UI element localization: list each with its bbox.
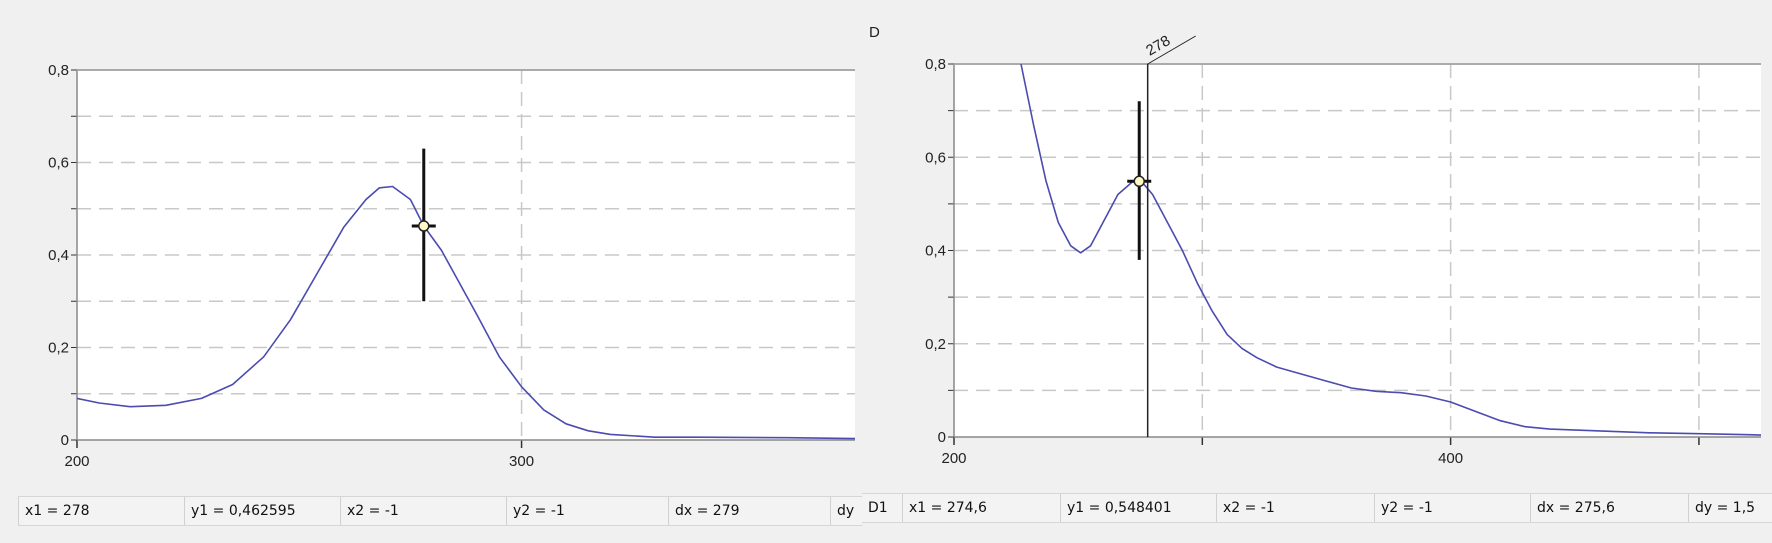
panel-label: D (869, 24, 880, 41)
status-x2: x2 = -1 (1216, 494, 1373, 522)
x-tick-label: 200 (64, 453, 89, 470)
status-y1: y1 = 0,462595 (184, 497, 341, 525)
status-x1: x1 = 278 (18, 497, 185, 525)
cursor-point-marker (1133, 175, 1145, 188)
status-dx: dx = 275,6 (1530, 494, 1687, 522)
status-dy: dy (830, 497, 877, 525)
x-tick-label: 400 (1438, 450, 1463, 467)
spectrum-curve (77, 185, 855, 440)
status-dx: dx = 279 (668, 497, 830, 525)
status-dy: dy = 1,5 (1688, 494, 1772, 522)
status-y2: y2 = -1 (506, 497, 668, 525)
peak-label: 278 (1143, 32, 1173, 59)
y-tick-label: 0,6 (48, 155, 69, 172)
y-tick-label: 0,4 (48, 247, 69, 264)
y-tick-label: 0,6 (925, 149, 946, 166)
spectrum-chart-left[interactable]: 0 0,2 0,4 0,6 0,8 200 300 (0, 0, 862, 543)
y-tick-label: 0,8 (925, 56, 946, 73)
spectrum-curve (1020, 64, 1761, 436)
y-tick-label: 0,2 (48, 340, 69, 357)
y-tick-label: 0,2 (925, 336, 946, 353)
y-tick-label: 0,8 (48, 62, 69, 79)
x-tick-label: 200 (941, 450, 966, 467)
x-tick-label: 300 (509, 453, 534, 470)
status-x1: x1 = 274,6 (902, 494, 1061, 522)
y-tick-label: 0 (938, 429, 946, 446)
status-y2: y2 = -1 (1374, 494, 1531, 522)
spectrum-chart-right[interactable]: 0 0,2 0,4 0,6 0,8 200 400 278 (862, 0, 1772, 543)
status-id: D1 (868, 500, 888, 516)
peak-label-leader (1147, 35, 1196, 65)
cursor-status-bar: D1 x1 = 274,6 y1 = 0,548401 x2 = -1 y2 =… (862, 493, 1772, 523)
cursor-point-marker (418, 220, 430, 232)
spectrum-panel-right: 0 0,2 0,4 0,6 0,8 200 400 278 D D1 x1 = 274,6 y… (862, 0, 1772, 543)
spectrum-panel-left: 0 0,2 0,4 0,6 0,8 200 300 x1 = 278 y1 = 0,4625… (0, 0, 862, 543)
y-tick-label: 0 (61, 432, 69, 449)
status-x2: x2 = -1 (340, 497, 507, 525)
status-y1: y1 = 0,548401 (1060, 494, 1217, 522)
y-tick-label: 0,4 (925, 243, 946, 260)
cursor-status-bar: x1 = 278 y1 = 0,462595 x2 = -1 y2 = -1 d… (18, 496, 862, 526)
